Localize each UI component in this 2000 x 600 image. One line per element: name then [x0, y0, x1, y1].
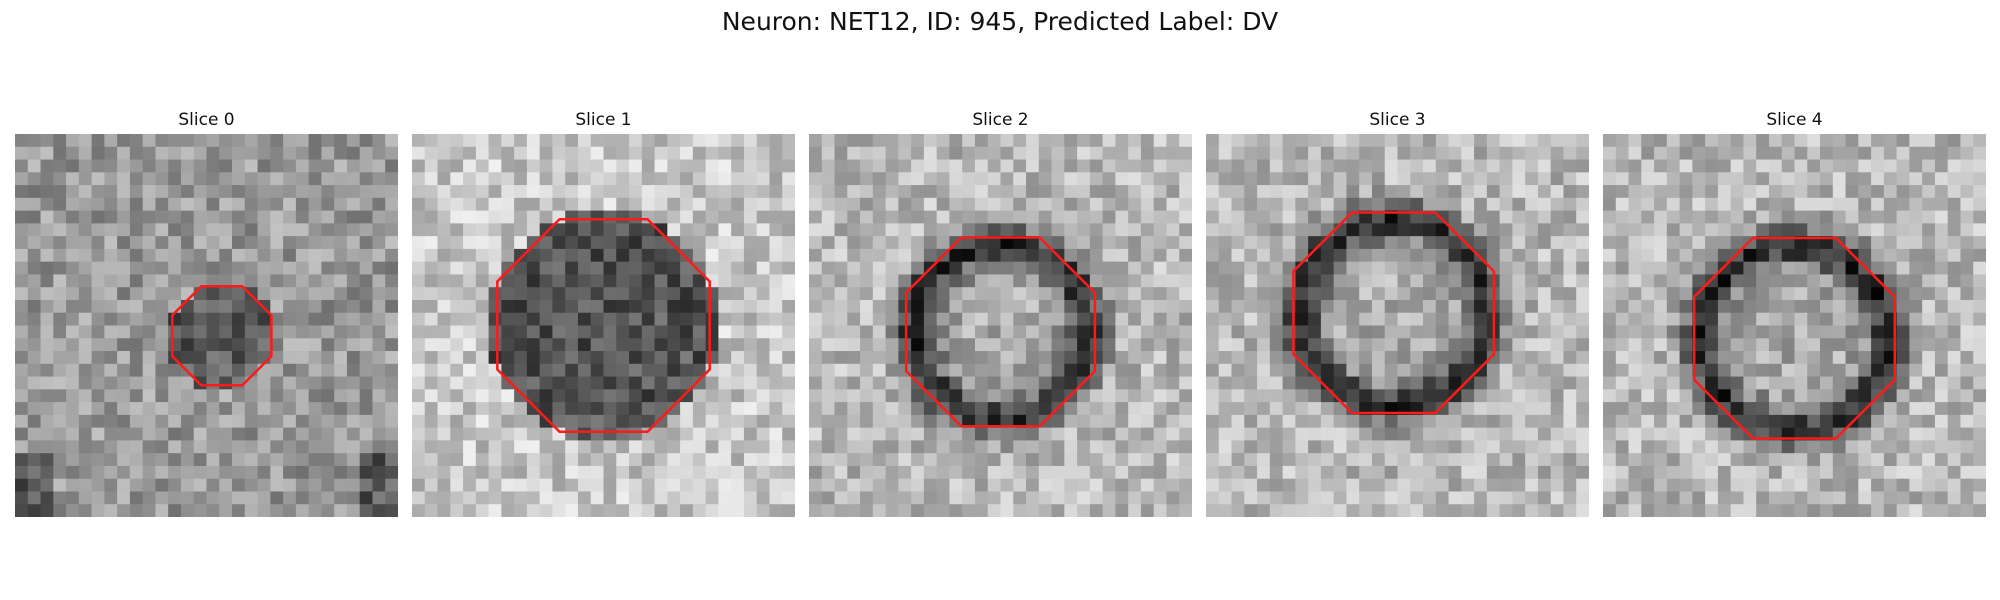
slice-image [15, 134, 398, 517]
segmentation-outline [1692, 236, 1897, 440]
slice-panel-0: Slice 0 [15, 109, 398, 517]
slice-image [809, 134, 1192, 517]
pixel-grid [1603, 134, 1986, 517]
slice-panel-4: Slice 4 [1603, 109, 1986, 517]
slice-image [1603, 134, 1986, 517]
slice-title: Slice 3 [1369, 110, 1426, 130]
slice-title: Slice 0 [178, 110, 235, 130]
slice-title: Slice 4 [1766, 110, 1823, 130]
pixel-grid [1206, 134, 1589, 517]
figure-title: Neuron: NET12, ID: 945, Predicted Label:… [721, 7, 1279, 36]
pixel-grid [15, 134, 398, 517]
pixel-grid [412, 134, 795, 517]
slice-title: Slice 2 [972, 110, 1029, 130]
slice-panel-1: Slice 1 [412, 109, 795, 517]
segmentation-outline [496, 218, 711, 433]
pixel-grid [809, 134, 1192, 517]
slice-image [1206, 134, 1589, 517]
segmentation-outline [904, 236, 1097, 428]
segmentation-outline [171, 284, 273, 387]
segmentation-outline [1292, 211, 1496, 415]
slice-image [412, 134, 795, 517]
slice-title: Slice 1 [575, 110, 632, 130]
slice-panel-3: Slice 3 [1206, 109, 1589, 517]
slice-panel-2: Slice 2 [809, 109, 1192, 517]
